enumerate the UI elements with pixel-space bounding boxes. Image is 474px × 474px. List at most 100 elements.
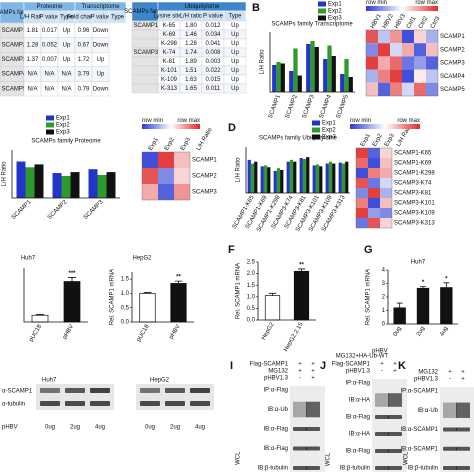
heatmap-cell (402, 69, 414, 83)
heatmap-cell (368, 208, 380, 218)
legend-swatch (312, 134, 320, 140)
heatmap-cell (356, 198, 368, 208)
heatmap-cell (426, 82, 438, 96)
bar (310, 41, 315, 92)
table-cell-text: K-65 (163, 23, 176, 29)
blot-smear (443, 402, 457, 418)
blot-band (293, 466, 307, 470)
condition-sign: + (461, 377, 465, 383)
blot-band (65, 401, 85, 406)
wcl-label: WCL (404, 451, 410, 465)
blot-band (306, 466, 320, 470)
heatmap-cell (378, 69, 390, 83)
table-subheader: Type (60, 15, 74, 21)
table-cell-text: K-74 (163, 50, 176, 56)
heatmap-cell (414, 82, 426, 96)
column-label: Exp2 (164, 136, 176, 151)
condition-label: Flag-SCAMP1 (250, 362, 289, 368)
table-cell-text: Up (231, 23, 239, 29)
table-cell-text: SCAMP5 (2, 86, 27, 92)
lane-label: 2ug (170, 425, 180, 431)
significance: * (422, 280, 425, 286)
bar (341, 163, 346, 193)
table-cell-text: Up (231, 68, 239, 74)
blot-label: IB:β-tubulin (258, 466, 288, 472)
blot-label: IB:α-Ub (268, 407, 289, 413)
table-cell-text: K-298 (161, 41, 178, 47)
bar (139, 293, 156, 323)
heatmap-cell (366, 69, 378, 83)
blot-band (190, 401, 210, 406)
table-cell (131, 56, 159, 67)
blot-band (388, 415, 402, 419)
table-cell-text: Up (97, 57, 105, 63)
table-cell-text: 0.67 (78, 42, 90, 48)
table-subheader: Fold change (67, 15, 101, 21)
bar (88, 169, 98, 198)
chart-title: Huh7 (21, 256, 36, 262)
heatmap-cell (414, 30, 426, 44)
row-label: SCAMP3-K313 (394, 221, 435, 227)
bar (328, 161, 333, 193)
axes (23, 268, 88, 323)
heatmap-cell (368, 168, 380, 178)
bar (312, 165, 316, 193)
column-label: Exp1 (148, 136, 160, 151)
heatmap-frame (355, 147, 393, 229)
axes (257, 262, 316, 321)
error-bar (68, 277, 76, 282)
wcl-label: WCL (326, 452, 332, 466)
y-tick-label: 0.0 (121, 320, 130, 326)
heatmap-cell (378, 30, 390, 44)
condition-label: Flag-SCAMP1 (332, 362, 371, 368)
table-cell-text: 1.37 (27, 57, 39, 63)
table-cell-text: 0.007 (42, 57, 58, 63)
bar (280, 63, 285, 92)
legend-label: Exp2 (56, 123, 70, 129)
blot-band (375, 466, 389, 470)
condition-sign: + (393, 362, 397, 368)
x-tick-label: SCAMP1 (268, 94, 282, 120)
blot-band (165, 401, 185, 406)
table-cell-text: 0.052 (42, 42, 58, 48)
blot-label: IP:α-Flag (346, 381, 370, 387)
bar (254, 161, 258, 193)
panel-letter: J (320, 360, 326, 372)
bar (260, 166, 264, 193)
heatmap-cell (426, 30, 438, 44)
x-tick-label: SCAMP2 (285, 94, 299, 120)
table-cell-text: SCAMP2 (2, 42, 27, 48)
y-tick-label: 1.5 (121, 277, 130, 283)
blot-band (443, 466, 457, 470)
heatmap-cell (380, 188, 392, 198)
bar (286, 161, 290, 193)
condition-label: pHBV1.3 (264, 376, 289, 382)
table-cell-text: 1.63 (185, 77, 197, 83)
scale-label: row max (397, 118, 420, 124)
table-cell-text: 3.79 (78, 72, 90, 78)
table-cell-text: N/A (61, 86, 71, 92)
color-scale (366, 6, 438, 11)
table-cell (131, 83, 159, 94)
table-cell-text: K-101 (161, 68, 178, 74)
condition-sign: + (461, 370, 465, 376)
row-label: SCAMP2 (192, 174, 217, 180)
table-subheader: P value (203, 14, 224, 20)
table-cell (91, 81, 110, 97)
axes (387, 270, 458, 325)
condition-sign: + (311, 362, 315, 368)
bar (276, 62, 281, 92)
x-tick-label: pHBV (62, 324, 75, 341)
bar (280, 170, 284, 193)
blot-band (165, 388, 185, 393)
table-cell-text: SCAMP3 (134, 50, 159, 56)
table-cell-text: 0.008 (205, 50, 221, 56)
bar (331, 56, 336, 92)
blot-band (140, 388, 160, 393)
table-cell-text: 1.65 (185, 86, 197, 92)
heatmap-cell (414, 56, 426, 70)
panel-letter: G (364, 244, 373, 256)
heatmap-cell (380, 198, 392, 208)
table-cell-text: 1.80 (185, 23, 197, 29)
bar (272, 65, 277, 92)
